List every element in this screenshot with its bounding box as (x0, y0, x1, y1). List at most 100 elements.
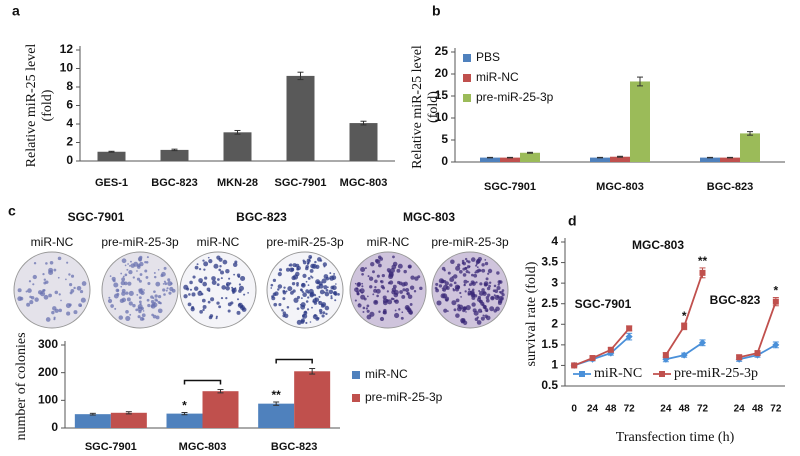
colony (315, 264, 320, 269)
colony (232, 291, 235, 294)
colony (121, 258, 127, 264)
colony (139, 273, 143, 276)
colony (155, 315, 160, 320)
annotation: * (182, 399, 187, 413)
marker (607, 346, 614, 353)
colony (455, 313, 460, 318)
colony (370, 261, 375, 267)
y-tick-label: 0 (51, 420, 58, 434)
colony-plate (179, 251, 257, 329)
colony (156, 299, 159, 302)
colony (378, 263, 382, 268)
colony (301, 290, 304, 294)
colony (37, 290, 43, 295)
colony (386, 290, 389, 293)
colony (397, 263, 403, 269)
colony (329, 275, 335, 281)
bar (740, 133, 760, 162)
colony (140, 290, 145, 296)
colony (453, 308, 457, 312)
colony (45, 262, 48, 265)
legend-label: miR-NC (476, 70, 519, 84)
colony (137, 306, 143, 312)
error-bar (617, 155, 623, 158)
colony (138, 296, 142, 300)
bar (294, 371, 331, 428)
colony (459, 291, 462, 295)
colony (138, 279, 142, 283)
y-tick-label: 4 (66, 116, 73, 130)
colony (227, 309, 231, 313)
colony (128, 264, 131, 267)
colony (443, 308, 448, 313)
marker (680, 351, 688, 359)
colony (337, 292, 340, 296)
y-tick-label: 12 (60, 42, 74, 56)
colony (482, 314, 485, 317)
colony (379, 257, 384, 261)
colony (486, 286, 491, 291)
legend-label: miR-NC (365, 367, 408, 381)
colony (81, 281, 87, 286)
colony (296, 319, 302, 325)
colony (307, 276, 311, 280)
colony (471, 296, 476, 300)
colony (238, 289, 242, 293)
colony (291, 281, 296, 286)
colony (468, 283, 472, 287)
colony (403, 281, 408, 286)
error-bar (217, 389, 224, 394)
colony (397, 280, 401, 285)
x-tick-label: SGC-7901 (275, 177, 327, 189)
colony (209, 314, 214, 318)
colony (481, 268, 486, 273)
colony (189, 280, 193, 285)
colony (68, 303, 72, 307)
x-tick-label: 72 (624, 404, 636, 415)
panel-label: d (568, 213, 577, 229)
x-tick-label: MGC-803 (340, 177, 388, 189)
colony (400, 316, 404, 320)
colony (381, 274, 385, 278)
colony (452, 274, 458, 279)
colony (164, 282, 168, 286)
colony (477, 308, 483, 313)
colony (42, 273, 45, 276)
colony (225, 282, 231, 287)
colony (442, 284, 448, 290)
colony (215, 317, 218, 320)
y-tick-label: 20 (435, 66, 449, 80)
colony (485, 298, 490, 303)
colony (270, 287, 273, 289)
colony (201, 292, 204, 296)
colony (449, 283, 453, 287)
colony (278, 268, 283, 272)
colony (304, 310, 307, 314)
colony (447, 271, 451, 275)
legend-swatch (352, 394, 360, 402)
colony (451, 300, 457, 306)
colony (282, 314, 286, 318)
colony (470, 257, 476, 262)
colony (26, 302, 31, 307)
colony (498, 280, 501, 283)
panel-label: c (8, 203, 16, 219)
marker (699, 339, 706, 347)
colony (463, 279, 468, 284)
colony (171, 288, 176, 293)
colony (413, 290, 417, 293)
colony (484, 314, 488, 319)
colony (358, 303, 361, 305)
colony (307, 261, 310, 264)
y-tick-label: 300 (38, 337, 58, 351)
colony (382, 286, 386, 290)
colony (312, 300, 315, 303)
colony (65, 278, 67, 281)
colony (108, 296, 111, 299)
legend-label: pre-miR-25-3p (365, 390, 443, 404)
bar (630, 81, 650, 162)
error-bar (637, 76, 643, 87)
colony (407, 264, 412, 269)
bar (480, 157, 500, 162)
colony (124, 264, 127, 267)
